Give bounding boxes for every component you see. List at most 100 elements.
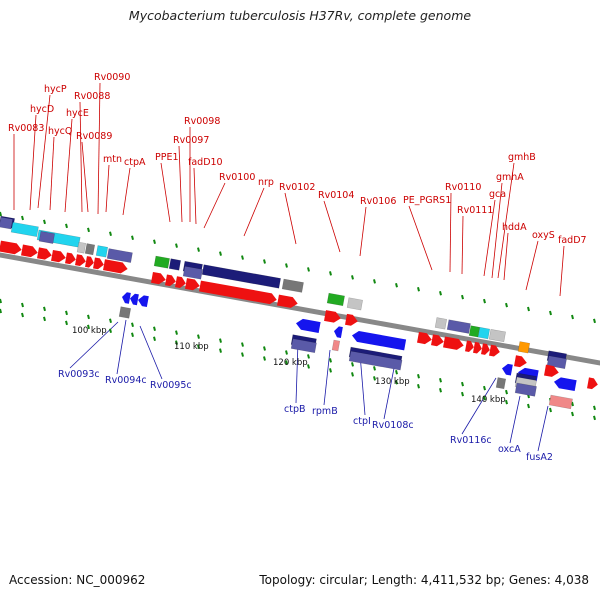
gene-label-Rv0097: Rv0097 [173, 135, 209, 146]
leader-Rv0116c [461, 377, 497, 435]
tick-2-110 [109, 328, 112, 334]
gene-arrow-forward [21, 244, 38, 258]
leader-rpmB [323, 349, 331, 406]
gene-block [514, 382, 537, 397]
gene-arrow-forward [587, 377, 598, 390]
gene-block [477, 327, 491, 340]
gene-label-Rv0095c: Rv0095c [150, 380, 192, 391]
tick-1-572 [571, 401, 574, 407]
tick-0-308 [307, 267, 310, 272]
gene-feature-51 [587, 377, 598, 390]
gene-feature-47 [481, 343, 490, 355]
gene-feature-17 [434, 317, 448, 330]
tick-2-528 [527, 403, 530, 409]
gene-label-mtn: mtn [103, 154, 122, 165]
leader-PPE1 [160, 162, 171, 223]
tick-0-22 [21, 215, 24, 221]
gene-feature-49 [514, 355, 527, 368]
tick-0-330 [329, 271, 332, 276]
scale-label-4: 140 kbp [471, 395, 506, 405]
gene-feature-42 [417, 331, 432, 345]
tick-1-132 [131, 322, 134, 328]
gene-feature-63 [331, 339, 341, 352]
gene-feature-71 [548, 394, 573, 410]
gene-label-Rv0093c: Rv0093c [58, 369, 100, 380]
tick-1-286 [285, 350, 288, 355]
tick-1-88 [87, 314, 90, 320]
gene-label-fadD7: fadD7 [558, 235, 587, 246]
scale-label-1: 110 kbp [174, 342, 209, 352]
gene-arrow-forward [324, 310, 341, 323]
gene-label-Rv0094c: Rv0094c [105, 375, 147, 386]
gene-feature-16 [346, 297, 363, 311]
genome-summary-text: Topology: circular; Length: 4,411,532 bp… [259, 573, 589, 587]
gene-block [548, 394, 573, 410]
leader-fadD7 [559, 245, 565, 297]
gene-feature-2 [10, 221, 39, 237]
gene-arrow-forward [93, 257, 104, 270]
gene-label-ctpB: ctpB [284, 404, 306, 415]
gene-block [106, 248, 133, 263]
gene-label-hddA: hddA [502, 222, 527, 233]
gene-arrow-forward [489, 344, 500, 357]
leader-Rv0111 [461, 215, 464, 275]
tick-0-440 [439, 290, 442, 296]
leader-ctpI [359, 353, 366, 416]
gene-feature-18 [446, 319, 471, 334]
gene-block [182, 265, 203, 280]
gene-label-oxyS: oxyS [532, 230, 555, 241]
gene-feature-35 [165, 274, 176, 287]
tick-2-352 [351, 372, 354, 377]
gene-feature-39 [277, 294, 298, 308]
gene-block [434, 317, 448, 330]
gene-feature-5 [76, 241, 87, 254]
gene-feature-19 [468, 325, 481, 338]
gene-arrow-forward [165, 274, 176, 287]
tick-0-506 [505, 302, 508, 308]
gene-label-nrp: nrp [258, 177, 274, 188]
tick-0-242 [241, 255, 244, 260]
tick-0-0 [0, 211, 2, 217]
tick-1-22 [21, 302, 24, 308]
scale-labels: 100 kbp 110 kbp 120 kbp 130 kbp 140 kbp [72, 326, 506, 405]
leader-Rv0104 [323, 200, 341, 253]
tick-1-66 [65, 310, 68, 316]
gene-feature-28 [51, 249, 66, 263]
tick-0-154 [153, 239, 156, 244]
gene-arrow-forward [103, 259, 128, 274]
label-leader-lines [13, 82, 565, 452]
gene-arrow-forward [465, 340, 474, 353]
gene-arrow-forward [199, 280, 277, 305]
gene-label-Rv0100: Rv0100 [219, 172, 255, 183]
gene-block [468, 325, 481, 338]
gene-arrow-reverse [554, 377, 577, 392]
gene-arrow-forward [51, 249, 66, 263]
gene-feature-37 [185, 278, 200, 291]
gene-block [446, 319, 471, 334]
leader-ctpA [122, 167, 131, 216]
gene-arrow-forward [85, 256, 94, 268]
tick-2-176 [175, 340, 178, 345]
leader-gca [483, 199, 496, 277]
leader-gmhB [497, 162, 515, 279]
gene-feature-56 [295, 318, 321, 333]
gene-block [348, 350, 403, 371]
tick-0-528 [527, 306, 530, 312]
gene-feature-67 [495, 377, 507, 390]
tick-2-308 [307, 364, 310, 369]
scale-label-3: 130 kbp [375, 377, 410, 387]
gene-label-Rv0108c: Rv0108c [372, 420, 414, 431]
gene-arrow-forward [0, 240, 22, 255]
tick-0-462 [461, 294, 464, 300]
gene-feature-60 [290, 338, 317, 354]
gene-label-PE_PGRS1: PE_PGRS1 [403, 195, 451, 206]
scale-label-0: 100 kbp [72, 326, 107, 336]
gene-feature-57 [333, 326, 343, 338]
tick-2-0 [0, 308, 2, 314]
tick-0-88 [87, 227, 90, 233]
gene-arrow-forward [175, 276, 186, 288]
gene-block [290, 338, 317, 354]
gene-feature-66 [554, 377, 577, 392]
gene-label-Rv0083: Rv0083 [8, 123, 44, 134]
leader-PE_PGRS1 [408, 205, 433, 271]
